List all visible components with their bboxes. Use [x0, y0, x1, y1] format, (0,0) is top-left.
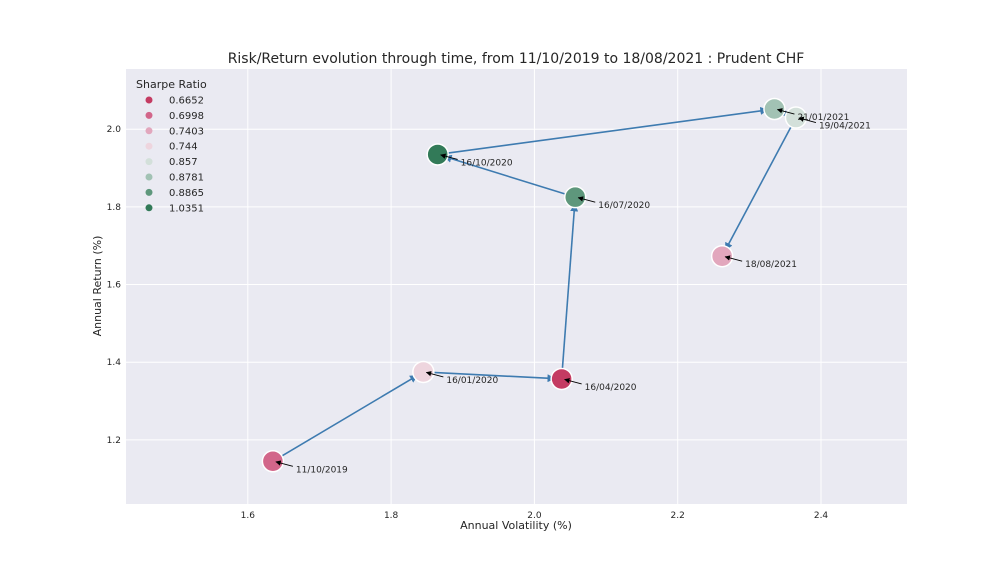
legend-entry-label: 0.6998 — [169, 111, 204, 122]
legend-entry-label: 0.7403 — [169, 126, 204, 137]
x-tick-label: 2.0 — [527, 511, 542, 521]
point-date-label: 21/01/2021 — [797, 113, 849, 123]
annotation-arrow — [577, 196, 596, 203]
annotation-arrow — [275, 460, 294, 467]
scatter-point — [710, 244, 734, 268]
point-date-label: 16/10/2020 — [461, 158, 513, 168]
annotation-arrow — [425, 371, 444, 378]
legend-swatch — [145, 127, 153, 135]
annotation-arrow — [776, 108, 795, 115]
point-date-label: 18/08/2021 — [745, 260, 797, 270]
point-annotations: 11/10/2019 16/01/2020 16/04/2020 16/07/2020… — [275, 108, 871, 475]
trajectory-arrow — [443, 154, 576, 198]
y-tick-label: 1.8 — [107, 203, 122, 213]
legend-swatch — [145, 111, 153, 119]
chart-title: Risk/Return evolution through time, from… — [228, 51, 805, 67]
scatter-point — [784, 106, 808, 129]
annotation-arrow — [440, 153, 458, 160]
legend-swatch — [145, 96, 153, 104]
y-tick-label: 2.0 — [107, 125, 122, 135]
legend-entry-label: 1.0351 — [169, 203, 204, 214]
x-axis-label: Annual Volatility (%) — [460, 519, 572, 532]
y-axis-ticks: 1.2 1.4 1.6 1.8 2.0 — [107, 125, 122, 446]
legend-entry-label: 0.8781 — [169, 173, 204, 184]
legend-swatch — [145, 188, 153, 196]
point-date-label: 11/10/2019 — [296, 465, 348, 475]
legend-entry-label: 0.8865 — [169, 188, 204, 199]
data-points — [261, 97, 808, 473]
x-tick-label: 2.4 — [814, 511, 829, 521]
point-date-label: 16/04/2020 — [585, 383, 637, 393]
trajectory-arrow — [724, 117, 797, 251]
scatter-point — [550, 367, 573, 391]
legend-entry-label: 0.744 — [169, 142, 198, 153]
legend-entry-label: 0.857 — [169, 157, 198, 168]
legend-swatch — [145, 204, 153, 212]
legend: Sharpe Ratio 0.6652 0.6998 0.7403 0.744 0.85… — [136, 78, 207, 214]
x-axis-ticks: 1.6 1.8 2.0 2.2 2.4 — [241, 511, 829, 521]
trajectory-arrow — [423, 371, 556, 383]
annotation-arrow — [798, 116, 817, 123]
legend-entry-label: 0.6652 — [169, 96, 204, 107]
legend-swatch — [145, 173, 153, 181]
point-date-label: 19/04/2021 — [819, 122, 871, 132]
y-tick-label: 1.4 — [107, 358, 122, 368]
trajectory-arrow — [272, 374, 419, 462]
plot-area — [126, 69, 907, 504]
scatter-point — [564, 185, 587, 209]
legend-title: Sharpe Ratio — [136, 78, 207, 91]
scatter-point — [412, 360, 435, 384]
x-tick-label: 2.2 — [671, 511, 685, 521]
annotation-arrow — [724, 255, 743, 262]
y-axis-label: Annual Return (%) — [91, 236, 104, 337]
y-tick-label: 1.6 — [107, 281, 122, 291]
trajectory-arrow — [560, 203, 579, 379]
legend-swatch — [145, 142, 153, 150]
x-tick-label: 1.6 — [241, 511, 256, 521]
legend-swatch — [145, 158, 153, 166]
y-tick-label: 1.2 — [107, 436, 121, 446]
point-date-label: 16/07/2020 — [598, 201, 650, 211]
scatter-point — [426, 143, 449, 166]
scatter-point — [261, 450, 285, 473]
x-tick-label: 1.8 — [384, 511, 399, 521]
point-date-label: 16/01/2020 — [446, 376, 498, 386]
trajectory-arrow — [437, 106, 769, 156]
scatter-point — [763, 97, 786, 121]
annotation-arrow — [564, 378, 582, 385]
